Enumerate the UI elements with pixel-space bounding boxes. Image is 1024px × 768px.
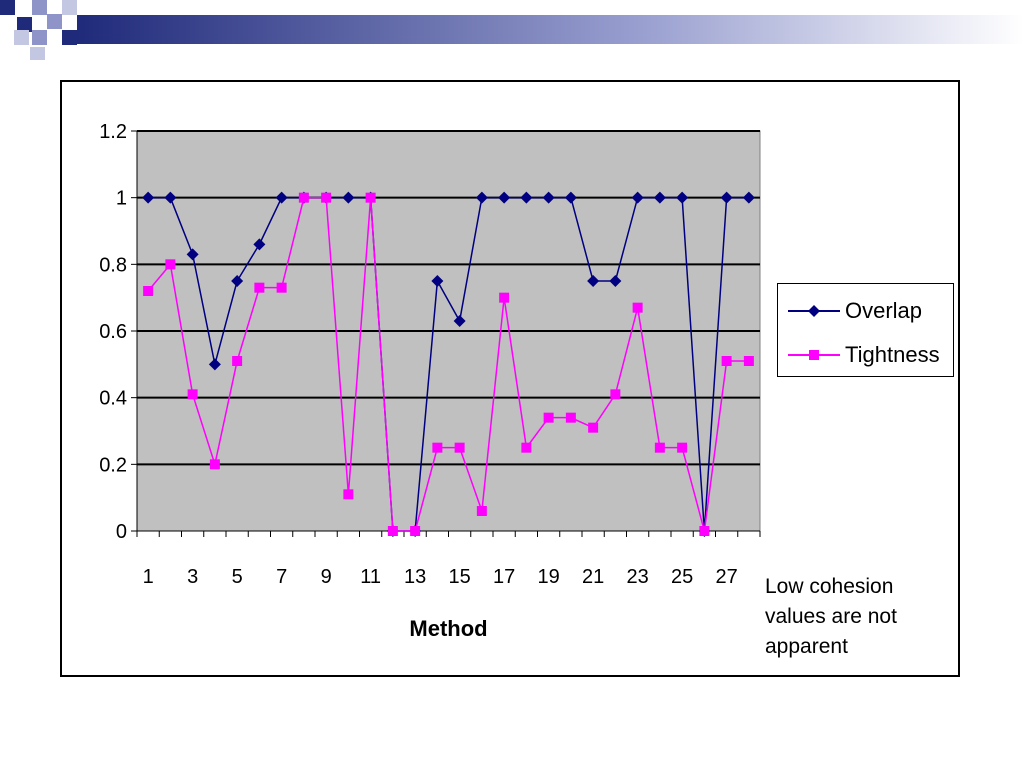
data-point-overlap bbox=[587, 275, 600, 287]
data-point-overlap bbox=[231, 275, 244, 287]
data-point-overlap bbox=[564, 191, 577, 204]
data-point-overlap bbox=[342, 191, 355, 204]
data-point-tightness bbox=[499, 292, 510, 303]
x-tick-label: 17 bbox=[493, 566, 515, 588]
data-point-overlap bbox=[631, 191, 644, 204]
x-tick-label: 15 bbox=[449, 566, 471, 588]
data-point-tightness bbox=[298, 192, 309, 203]
legend-svg: Overlap Tightness bbox=[788, 298, 940, 367]
x-tick-label: 11 bbox=[360, 566, 381, 588]
data-point-tightness bbox=[565, 412, 576, 423]
legend-label-overlap: Overlap bbox=[845, 298, 922, 323]
x-tick-label: 9 bbox=[321, 566, 332, 588]
data-point-tightness bbox=[365, 192, 376, 203]
data-point-tightness bbox=[410, 526, 421, 536]
data-point-tightness bbox=[209, 459, 220, 470]
data-point-overlap bbox=[498, 191, 511, 204]
data-point-overlap bbox=[520, 191, 533, 204]
x-tick-label: 23 bbox=[627, 566, 649, 588]
y-tick-label: 1.2 bbox=[99, 121, 127, 143]
slide-decoration bbox=[0, 0, 1024, 60]
data-point-tightness bbox=[165, 259, 176, 270]
data-point-tightness bbox=[610, 389, 621, 400]
chart-frame: 0 0.2 0.4 0.6 0.8 1 1.2 1 3 5 7 9 11 13 15 17 19 21 23 25 27… bbox=[60, 80, 960, 677]
x-tick-label: 5 bbox=[232, 566, 243, 588]
data-point-overlap bbox=[142, 191, 155, 204]
x-tick-label: 1 bbox=[143, 566, 154, 588]
data-point-tightness bbox=[321, 192, 332, 203]
legend-label-tightness: Tightness bbox=[845, 342, 940, 367]
legend-entry-tightness: Tightness bbox=[788, 342, 940, 367]
data-point-tightness bbox=[387, 526, 398, 536]
data-point-tightness bbox=[654, 442, 665, 453]
y-tick-label: 1 bbox=[116, 188, 127, 210]
data-point-tightness bbox=[476, 506, 487, 516]
data-point-tightness bbox=[699, 526, 710, 536]
y-tick-label: 0 bbox=[116, 521, 127, 543]
data-point-tightness bbox=[588, 422, 599, 433]
deco-square bbox=[62, 0, 77, 15]
x-tick-label: 21 bbox=[582, 566, 604, 588]
data-point-overlap bbox=[164, 191, 177, 204]
data-point-tightness bbox=[343, 489, 354, 500]
data-point-overlap bbox=[453, 315, 466, 327]
data-point-tightness bbox=[677, 442, 688, 453]
deco-square bbox=[32, 0, 47, 15]
data-point-tightness bbox=[521, 442, 532, 453]
data-point-tightness bbox=[276, 282, 287, 293]
data-point-tightness bbox=[143, 286, 154, 296]
data-point-tightness bbox=[254, 282, 265, 293]
deco-square bbox=[62, 30, 77, 45]
data-point-overlap bbox=[275, 191, 288, 204]
data-point-tightness bbox=[632, 302, 643, 313]
data-point-tightness bbox=[543, 412, 554, 423]
legend-entry-overlap: Overlap bbox=[788, 298, 922, 323]
data-point-tightness bbox=[232, 356, 243, 366]
x-tick-label: 3 bbox=[187, 566, 198, 588]
x-tick-label: 7 bbox=[276, 566, 287, 588]
data-point-overlap bbox=[253, 238, 266, 251]
header-bar bbox=[77, 15, 1024, 44]
x-tick-label: 25 bbox=[671, 566, 693, 588]
series-line-tightness bbox=[147, 196, 749, 532]
data-point-overlap bbox=[431, 275, 444, 287]
series-line-overlap bbox=[148, 196, 749, 532]
data-point-overlap bbox=[676, 191, 689, 204]
deco-square bbox=[47, 14, 62, 29]
data-point-overlap bbox=[475, 191, 488, 204]
series bbox=[142, 191, 755, 537]
data-point-overlap bbox=[542, 191, 555, 204]
y-tick-label: 0.2 bbox=[99, 454, 127, 476]
data-point-tightness bbox=[432, 442, 443, 453]
y-tick-label: 0.4 bbox=[99, 388, 127, 410]
x-tick-label: 27 bbox=[716, 566, 738, 588]
data-point-overlap bbox=[609, 275, 622, 287]
deco-square bbox=[17, 17, 32, 32]
line-chart: 00.20.40.60.811.21 3 5 7 9 11 13 15 17 19 21 23 25 27… bbox=[99, 121, 761, 641]
deco-square bbox=[32, 30, 47, 45]
axes: 00.20.40.60.811.21 3 5 7 9 11 13 15 17 19 21 23 25 27 bbox=[99, 121, 761, 588]
data-point-overlap bbox=[742, 191, 755, 204]
data-point-overlap bbox=[653, 191, 666, 204]
deco-square bbox=[30, 47, 45, 60]
data-point-overlap bbox=[720, 191, 733, 204]
data-point-tightness bbox=[721, 356, 732, 366]
series-tightness bbox=[143, 192, 754, 536]
data-point-overlap bbox=[186, 248, 199, 261]
deco-square bbox=[14, 30, 29, 45]
data-point-tightness bbox=[743, 356, 754, 366]
data-point-overlap bbox=[208, 358, 221, 371]
x-axis-title: Method bbox=[409, 616, 487, 641]
x-tick-label: 13 bbox=[404, 566, 426, 588]
deco-square bbox=[0, 0, 15, 15]
data-point-tightness bbox=[454, 442, 465, 453]
data-point-tightness bbox=[187, 389, 198, 400]
x-tick-label: 19 bbox=[538, 566, 560, 588]
y-tick-label: 0.8 bbox=[99, 254, 127, 276]
legend-diamond-icon bbox=[808, 305, 820, 317]
annotation-note: Low cohesion values are not apparent bbox=[765, 575, 897, 658]
y-tick-label: 0.6 bbox=[99, 321, 127, 343]
legend-square-icon bbox=[809, 350, 819, 360]
legend: Overlap Tightness bbox=[777, 283, 954, 377]
